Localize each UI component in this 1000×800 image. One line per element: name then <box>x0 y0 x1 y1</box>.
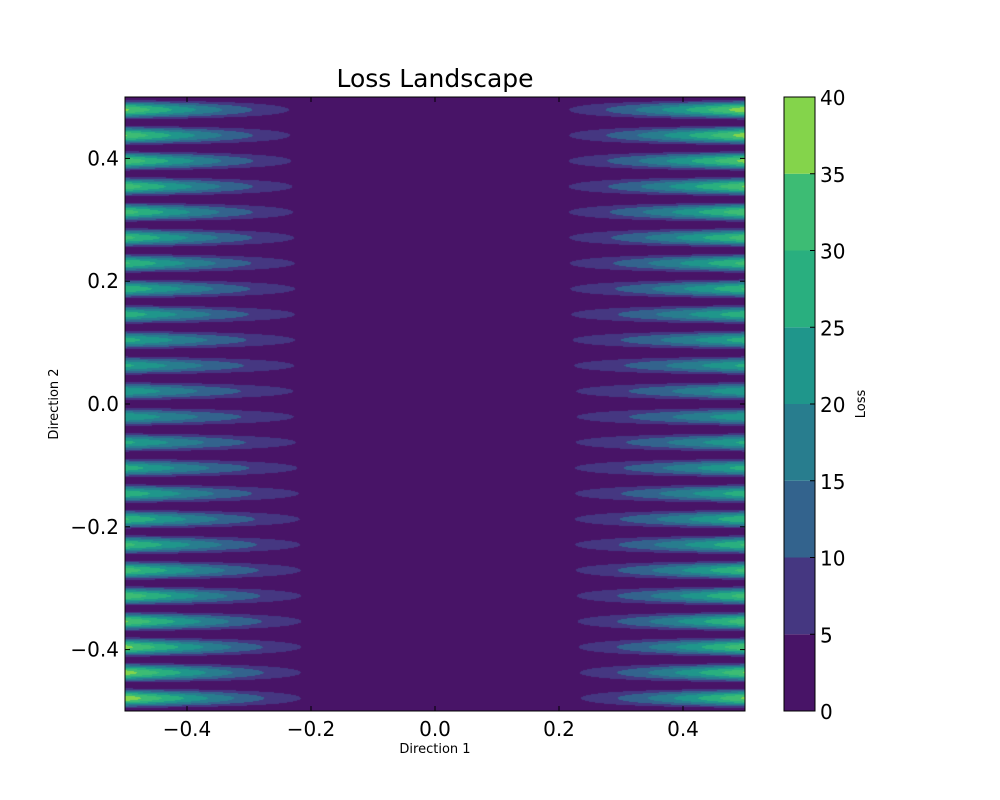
colorbar-tick-label: 20 <box>820 393 845 417</box>
x-axis-label: Direction 1 <box>399 742 470 757</box>
chart-title: Loss Landscape <box>336 64 533 93</box>
colorbar: 0 5 10 15 20 25 30 35 40 <box>783 86 845 724</box>
colorbar-segment <box>784 327 815 404</box>
colorbar-segment <box>784 634 815 711</box>
colorbar-tick-label: 15 <box>820 470 845 494</box>
colorbar-segment <box>784 250 815 328</box>
contour-surface <box>125 97 745 711</box>
colorbar-segment <box>784 480 815 558</box>
x-tick-label: −0.2 <box>287 717 336 741</box>
colorbar-segment <box>784 404 815 481</box>
colorbar-tick-label: 10 <box>820 547 845 571</box>
colorbar-label: Loss <box>854 390 869 419</box>
plot-area <box>124 96 746 712</box>
colorbar-segment <box>784 97 815 174</box>
colorbar-tick-label: 5 <box>820 623 833 647</box>
colorbar-tick-label: 30 <box>820 240 845 264</box>
colorbar-tick-label: 25 <box>820 316 845 340</box>
colorbar-segment <box>784 173 815 251</box>
y-axis: −0.4 −0.2 0.0 0.2 0.4 <box>70 146 745 662</box>
x-tick-label: 0.0 <box>419 717 451 741</box>
colorbar-tick-label: 40 <box>820 86 845 110</box>
y-axis-label: Direction 2 <box>47 368 62 439</box>
x-tick-label: 0.2 <box>543 717 575 741</box>
x-tick-label: 0.4 <box>667 717 699 741</box>
y-tick-label: 0.0 <box>87 392 119 416</box>
y-tick-label: 0.2 <box>87 269 119 293</box>
x-axis: −0.4 −0.2 0.0 0.2 0.4 <box>163 97 699 741</box>
x-tick-label: −0.4 <box>163 717 212 741</box>
colorbar-segment <box>784 557 815 635</box>
y-tick-label: 0.4 <box>87 146 119 170</box>
colorbar-tick-label: 0 <box>820 700 833 724</box>
y-tick-label: −0.4 <box>70 638 119 662</box>
y-tick-label: −0.2 <box>70 515 119 539</box>
colorbar-tick-label: 35 <box>820 163 845 187</box>
